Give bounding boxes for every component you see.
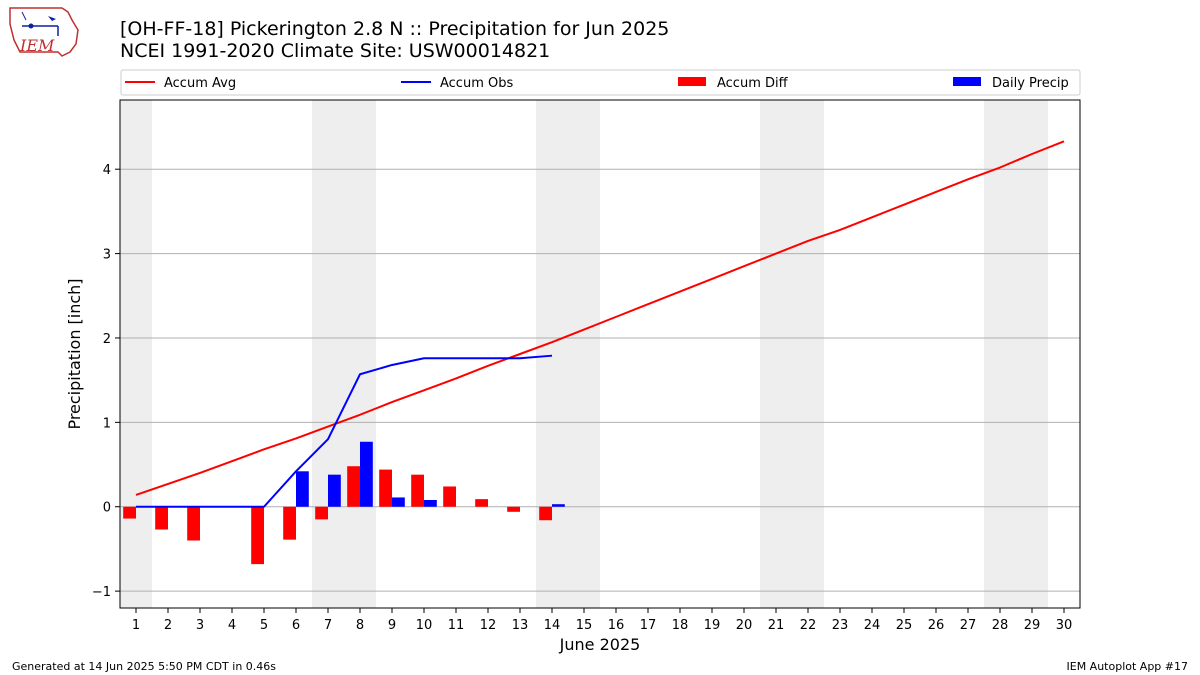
accum-diff-bar bbox=[315, 506, 328, 520]
x-tick-label: 28 bbox=[992, 618, 1009, 633]
plot-frame bbox=[119, 99, 1081, 609]
daily-precip-bar bbox=[424, 499, 437, 507]
x-tick-label: 13 bbox=[512, 618, 529, 633]
x-tick-label: 11 bbox=[448, 618, 465, 633]
weekend-band bbox=[312, 100, 376, 608]
accum-diff-bar bbox=[347, 466, 360, 507]
y-tick-label: 4 bbox=[103, 163, 111, 178]
x-tick-label: 4 bbox=[228, 618, 236, 633]
legend-label: Daily Precip bbox=[992, 76, 1069, 91]
x-axis-label: June 2025 bbox=[559, 635, 641, 654]
x-tick-label: 16 bbox=[608, 618, 625, 633]
y-tick-label: 0 bbox=[103, 501, 111, 516]
x-tick-label: 21 bbox=[768, 618, 785, 633]
accum-diff-bar bbox=[539, 506, 552, 521]
x-tick-label: 6 bbox=[292, 618, 300, 633]
accum-diff-bar bbox=[379, 469, 392, 507]
accum-obs-line bbox=[136, 354, 553, 508]
x-tick-label: 18 bbox=[672, 618, 689, 633]
legend-label: Accum Diff bbox=[717, 76, 789, 91]
weekend-bands bbox=[120, 100, 1048, 608]
bar-marks bbox=[123, 441, 565, 565]
y-tick-label: 1 bbox=[103, 416, 111, 431]
x-tick-label: 14 bbox=[544, 618, 561, 633]
accum-diff-bar bbox=[155, 506, 168, 530]
accum-diff-bar bbox=[507, 506, 520, 512]
x-tick-label: 26 bbox=[928, 618, 945, 633]
y-tick-label: 3 bbox=[103, 248, 111, 263]
footer-app: IEM Autoplot App #17 bbox=[1067, 660, 1189, 673]
x-tick-label: 19 bbox=[704, 618, 721, 633]
accum-diff-bar bbox=[411, 474, 424, 507]
weekend-band bbox=[760, 100, 824, 608]
footer-generated: Generated at 14 Jun 2025 5:50 PM CDT in … bbox=[12, 660, 276, 673]
line-marks bbox=[135, 140, 1065, 508]
weekend-band bbox=[120, 100, 152, 608]
legend-swatch-bar bbox=[678, 77, 706, 86]
y-axis-label: Precipitation [inch] bbox=[65, 278, 84, 429]
x-tick-label: 29 bbox=[1024, 618, 1041, 633]
x-tick-label: 30 bbox=[1056, 618, 1073, 633]
daily-precip-bar bbox=[296, 471, 309, 507]
x-tick-label: 17 bbox=[640, 618, 657, 633]
legend-frame bbox=[120, 69, 1081, 96]
daily-precip-bar bbox=[392, 497, 405, 507]
y-tick-label: 2 bbox=[103, 332, 111, 347]
accum-diff-bar bbox=[187, 506, 200, 541]
accum-diff-bar bbox=[443, 486, 456, 507]
legend-swatch-bar bbox=[953, 77, 981, 86]
x-tick-label: 7 bbox=[324, 618, 332, 633]
accum-avg-line bbox=[135, 140, 1065, 496]
chart-title: [OH-FF-18] Pickerington 2.8 N :: Precipi… bbox=[120, 18, 669, 40]
accum-diff-bar bbox=[283, 506, 296, 540]
x-tick-label: 20 bbox=[736, 618, 753, 633]
iem-logo: IEM bbox=[9, 7, 79, 57]
legend-label: Accum Avg bbox=[164, 76, 236, 91]
accum-diff-bar bbox=[475, 499, 488, 507]
x-tick-label: 22 bbox=[800, 618, 817, 633]
y-tick-label: −1 bbox=[92, 585, 111, 600]
x-tick-label: 25 bbox=[896, 618, 913, 633]
weekend-band bbox=[984, 100, 1048, 608]
daily-precip-bar bbox=[360, 441, 373, 507]
x-tick-label: 10 bbox=[416, 618, 433, 633]
chart-subtitle: NCEI 1991-2020 Climate Site: USW00014821 bbox=[120, 40, 550, 62]
x-tick-label: 8 bbox=[356, 618, 364, 633]
x-tick-label: 23 bbox=[832, 618, 849, 633]
daily-precip-bar bbox=[552, 504, 565, 507]
x-axis-ticks: 1 2 3 4 5 6 7 8 9 10 11 12 13 14 15 16 17 18 19 20 21 22 23 24 2… bbox=[132, 608, 1072, 633]
daily-precip-bar bbox=[328, 474, 341, 507]
x-tick-label: 2 bbox=[164, 618, 172, 633]
gridlines bbox=[120, 168, 1080, 592]
x-tick-label: 9 bbox=[388, 618, 396, 633]
accum-diff-bar bbox=[251, 506, 264, 565]
accum-diff-bar bbox=[123, 506, 136, 519]
x-tick-label: 12 bbox=[480, 618, 497, 633]
x-tick-label: 1 bbox=[132, 618, 140, 633]
legend: Accum Avg Accum Obs Accum Diff Daily Precip bbox=[120, 69, 1081, 96]
weekend-band bbox=[536, 100, 600, 608]
x-tick-label: 15 bbox=[576, 618, 593, 633]
x-tick-label: 3 bbox=[196, 618, 204, 633]
iem-logo-text: IEM bbox=[19, 36, 55, 55]
x-tick-label: 24 bbox=[864, 618, 881, 633]
x-tick-label: 27 bbox=[960, 618, 977, 633]
x-tick-label: 5 bbox=[260, 618, 268, 633]
legend-label: Accum Obs bbox=[440, 76, 513, 91]
y-axis-ticks: −1 0 1 2 3 4 bbox=[92, 163, 120, 600]
